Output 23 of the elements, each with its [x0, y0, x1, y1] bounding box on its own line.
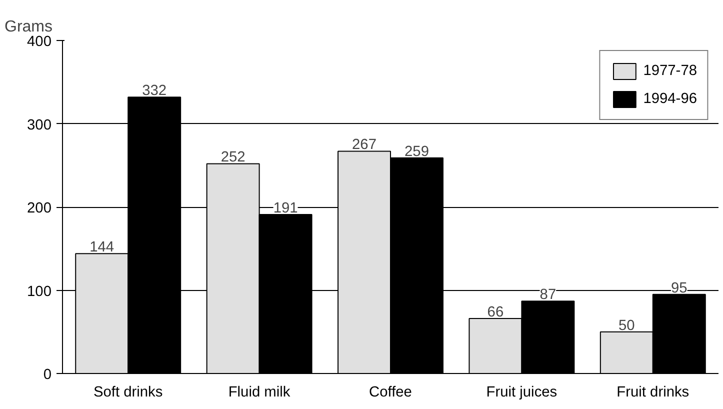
y-tick-label: 300 — [27, 117, 52, 134]
data-label: 144 — [90, 240, 114, 256]
y-tick-label: 400 — [27, 34, 52, 50]
legend-label: 1977-78 — [643, 63, 697, 79]
x-tick-label: Fruit drinks — [616, 384, 690, 400]
data-label: 50 — [618, 318, 635, 334]
data-label: 252 — [220, 150, 246, 166]
x-tick-label: Fruit juices — [486, 384, 558, 400]
data-label: 191 — [273, 200, 298, 216]
y-tick-label: 0 — [43, 367, 52, 383]
data-label: 66 — [487, 304, 504, 321]
data-label: 332 — [142, 83, 167, 100]
x-tick-label: Fluid milk — [228, 384, 291, 400]
x-tick-label: Soft drinks — [93, 384, 163, 400]
legend-label: 1994-96 — [643, 91, 697, 107]
data-label: 87 — [540, 287, 556, 304]
data-label: 267 — [352, 137, 376, 154]
y-tick-label: 100 — [27, 284, 52, 300]
y-tick-label: 200 — [27, 200, 52, 216]
data-label: 259 — [404, 144, 429, 160]
x-tick-label: Coffee — [369, 384, 412, 400]
y-axis-title: Grams — [4, 18, 52, 36]
data-label: 95 — [670, 280, 688, 296]
